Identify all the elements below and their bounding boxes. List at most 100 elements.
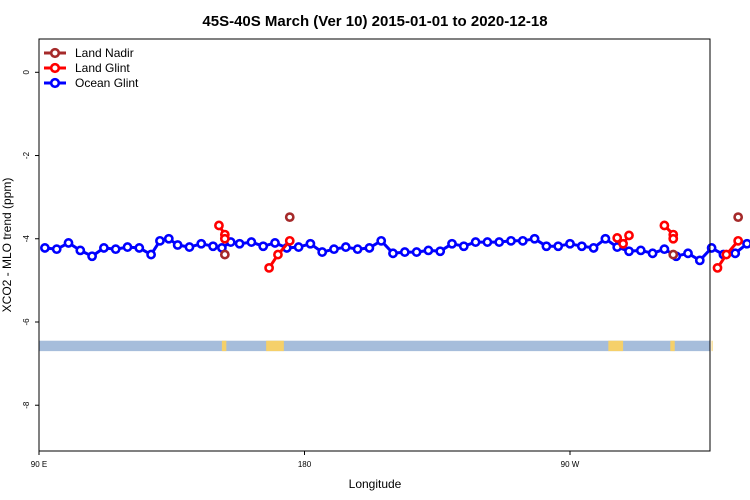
land-glint-seg-2-point-1 bbox=[618, 238, 628, 249]
x-axis-label: Longitude bbox=[349, 477, 402, 491]
land-glint-seg-2-point-0 bbox=[612, 233, 623, 243]
land-nadir-point-3 bbox=[733, 212, 744, 223]
ocean-glint-point-26 bbox=[329, 244, 339, 255]
ocean-glint-point-52 bbox=[635, 245, 646, 256]
ocean-glint-point-38 bbox=[470, 237, 481, 247]
ocean-glint-point-54 bbox=[659, 244, 670, 255]
ocean-glint-point-33 bbox=[411, 247, 422, 257]
ocean-glint-point-24 bbox=[305, 238, 316, 249]
ocean-glint-point-0 bbox=[40, 243, 50, 253]
x-tick-label-0: 90 E bbox=[31, 460, 47, 469]
ocean-glint-point-1 bbox=[51, 244, 62, 255]
land-glint-seg-4-point-0 bbox=[712, 262, 723, 273]
ocean-glint-point-49 bbox=[600, 233, 611, 244]
ocean-glint-point-11 bbox=[163, 233, 174, 244]
ocean-glint-point-20 bbox=[258, 241, 269, 252]
ocean-glint-point-44 bbox=[541, 241, 552, 252]
ocean-glint-point-57 bbox=[694, 255, 705, 266]
land-glint-seg-3-point-2 bbox=[668, 233, 679, 244]
y-tick-label-4: -8 bbox=[22, 401, 31, 409]
map-strip-land-1 bbox=[266, 340, 284, 352]
ocean-glint-point-9 bbox=[146, 249, 156, 260]
ocean-glint-point-21 bbox=[270, 238, 280, 248]
chart-title: 45S-40S March (Ver 10) 2015-01-01 to 202… bbox=[202, 13, 547, 30]
map-strip-land-3 bbox=[670, 340, 675, 352]
land-nadir-point-0 bbox=[219, 249, 230, 260]
legend-item-land-nadir: Land Nadir bbox=[44, 46, 134, 60]
y-tick-label-2: -4 bbox=[22, 235, 31, 243]
land-glint-seg-1-point-1 bbox=[273, 249, 283, 260]
ocean-glint-point-3 bbox=[75, 245, 86, 256]
ocean-glint-point-42 bbox=[517, 235, 528, 246]
legend-item-land-glint: Land Glint bbox=[44, 61, 130, 75]
map-strip bbox=[39, 340, 713, 352]
ocean-glint-point-48 bbox=[588, 243, 599, 253]
ocean-glint-point-53 bbox=[647, 248, 658, 259]
legend-marker-land-glint bbox=[49, 62, 61, 74]
legend-label-land-glint: Land Glint bbox=[75, 61, 130, 75]
y-tick-label-0: 0 bbox=[22, 70, 31, 75]
series-ocean-glint bbox=[40, 233, 750, 266]
ocean-glint-point-27 bbox=[340, 242, 351, 252]
ocean-glint-point-18 bbox=[234, 238, 245, 249]
ocean-glint-point-4 bbox=[87, 251, 97, 262]
ocean-glint-point-34 bbox=[423, 245, 434, 256]
series-land-glint bbox=[214, 220, 744, 273]
map-strip-ocean bbox=[39, 340, 710, 352]
ocean-glint-point-7 bbox=[122, 242, 133, 252]
land-glint-seg-1-point-2 bbox=[284, 235, 295, 246]
x-tick-label-2: 90 W bbox=[561, 460, 580, 469]
ocean-glint-point-5 bbox=[99, 243, 109, 253]
ocean-glint-point-2 bbox=[63, 238, 74, 248]
legend-marker-ocean-glint bbox=[49, 77, 61, 89]
ocean-glint-point-15 bbox=[208, 241, 218, 252]
ocean-glint-point-32 bbox=[399, 247, 410, 257]
ocean-glint-point-35 bbox=[435, 246, 446, 257]
x-axis: 90 E 180 90 W bbox=[31, 451, 580, 469]
legend-label-land-nadir: Land Nadir bbox=[75, 46, 134, 60]
map-strip-land-0 bbox=[221, 340, 227, 352]
ocean-glint-point-37 bbox=[458, 241, 469, 252]
y-axis-label: XCO2 - MLO trend (ppm) bbox=[0, 178, 14, 313]
ocean-glint-point-61 bbox=[742, 238, 750, 249]
ocean-glint-point-60 bbox=[730, 248, 741, 259]
land-glint-seg-1-point-0 bbox=[264, 262, 274, 273]
ocean-glint-point-6 bbox=[110, 244, 121, 255]
x-tick-label-1: 180 bbox=[298, 460, 312, 469]
y-tick-label-1: -2 bbox=[22, 151, 31, 159]
land-nadir-point-1 bbox=[284, 212, 295, 223]
map-strip-land-2 bbox=[608, 340, 624, 352]
ocean-glint-point-41 bbox=[506, 235, 516, 246]
ocean-glint-point-43 bbox=[529, 233, 540, 244]
ocean-glint-point-31 bbox=[388, 248, 398, 259]
land-glint-seg-0-point-2 bbox=[219, 233, 230, 244]
plot-frame bbox=[38, 38, 711, 452]
ocean-glint-point-58 bbox=[706, 243, 717, 253]
legend-label-ocean-glint: Ocean Glint bbox=[75, 76, 139, 90]
ocean-glint-point-25 bbox=[317, 247, 328, 257]
land-glint-seg-4-point-1 bbox=[721, 249, 732, 260]
ocean-glint-point-45 bbox=[553, 241, 564, 252]
land-nadir-point-2 bbox=[668, 249, 679, 260]
legend-marker-land-nadir bbox=[49, 47, 61, 59]
map-strip-land-4 bbox=[711, 340, 713, 352]
legend-item-ocean-glint: Ocean Glint bbox=[44, 76, 139, 90]
ocean-glint-point-36 bbox=[447, 238, 457, 249]
land-glint-seg-3-point-0 bbox=[659, 220, 670, 231]
ocean-glint-point-51 bbox=[624, 246, 634, 257]
ocean-glint-point-56 bbox=[683, 248, 693, 259]
series-layer bbox=[40, 212, 750, 273]
land-glint-seg-0-point-0 bbox=[214, 220, 224, 231]
land-glint-seg-2-point-2 bbox=[624, 230, 634, 241]
ocean-glint-point-8 bbox=[134, 243, 145, 253]
ocean-glint-point-39 bbox=[482, 237, 493, 247]
ocean-glint-point-19 bbox=[246, 237, 257, 247]
ocean-glint-point-13 bbox=[184, 242, 195, 252]
ocean-glint-point-14 bbox=[196, 238, 207, 249]
ocean-glint-point-23 bbox=[293, 242, 304, 252]
ocean-glint-point-10 bbox=[155, 235, 165, 246]
ocean-glint-point-12 bbox=[172, 240, 183, 250]
ocean-glint-point-47 bbox=[576, 241, 587, 252]
